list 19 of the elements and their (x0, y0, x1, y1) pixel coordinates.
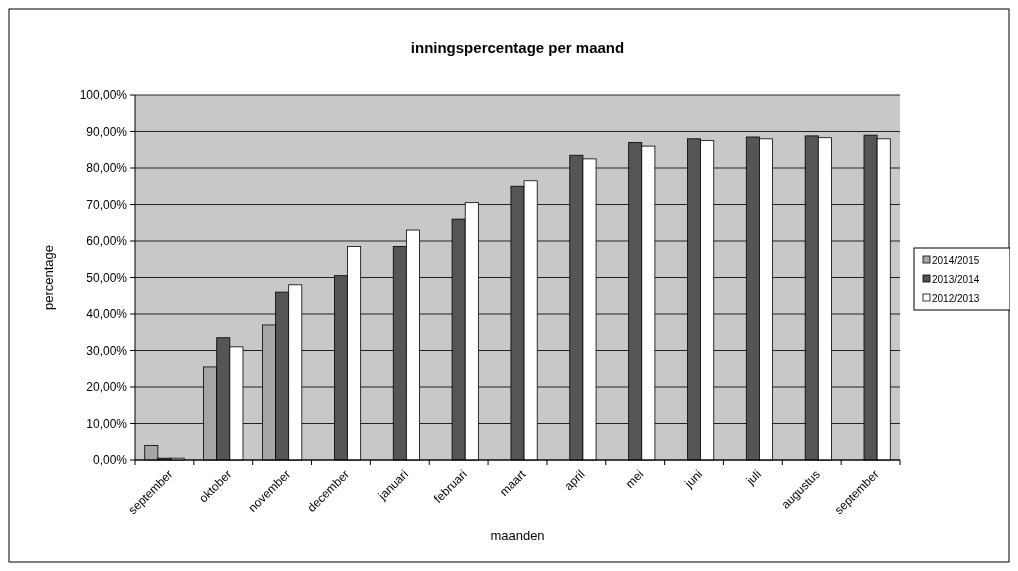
legend-label: 2012/2013 (932, 292, 980, 304)
y-tick-label: 90,00% (86, 124, 128, 139)
x-tick-label: mei (622, 467, 647, 491)
y-tick-label: 50,00% (86, 270, 128, 285)
y-tick-label: 70,00% (86, 197, 128, 212)
x-axis-title: maanden (490, 528, 545, 543)
y-tick-label: 100,00% (79, 88, 128, 103)
chart-title: inningspercentage per maand (410, 39, 625, 56)
x-tick-label: juli (742, 467, 764, 489)
y-tick-label: 40,00% (86, 307, 128, 322)
y-tick-label: 10,00% (86, 416, 128, 431)
y-tick-label: 80,00% (86, 161, 128, 176)
y-tick-label: 60,00% (86, 234, 128, 249)
legend-label: 2013/2014 (932, 273, 980, 285)
legend-label: 2014/2015 (932, 254, 980, 266)
y-tick-label: 0,00% (92, 453, 128, 468)
y-tick-label: 30,00% (86, 343, 128, 358)
y-tick-label: 20,00% (86, 380, 128, 395)
y-axis-title: percentage (41, 244, 56, 311)
